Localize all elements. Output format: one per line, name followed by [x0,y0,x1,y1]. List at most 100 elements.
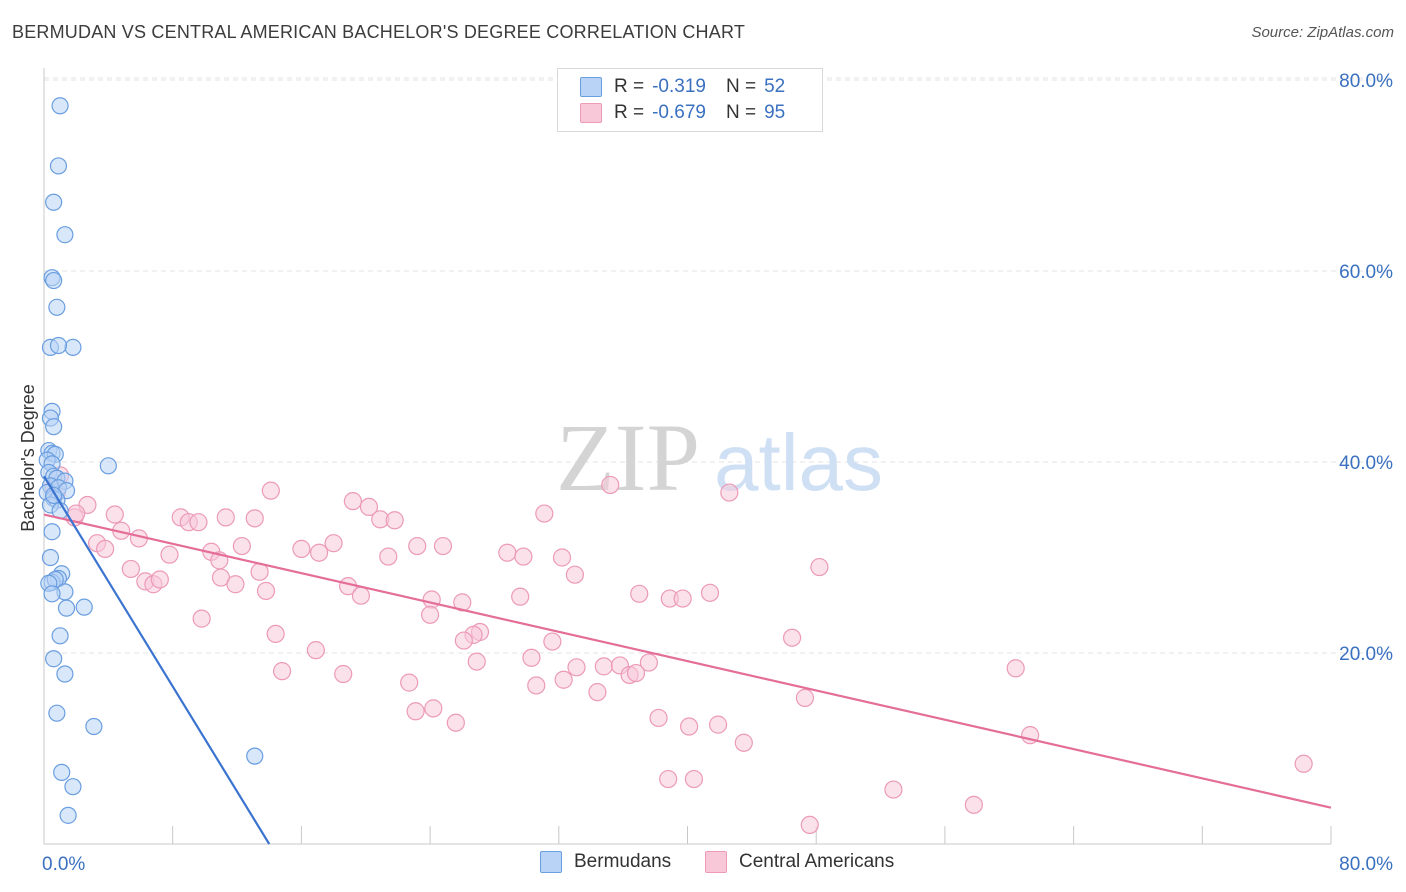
bermudan-point [75,598,93,616]
central-american-point [446,713,465,732]
central-american-point [96,539,115,559]
central-american-point [424,699,443,718]
bermudan-point [43,585,61,603]
central-american-point [351,586,371,605]
central-american-point [708,715,728,734]
gridlines [44,77,1392,654]
bermudan-point [64,778,82,796]
bermudan-point [53,763,71,781]
central-american-point [795,688,815,707]
central-american-point [527,676,546,695]
central-american-point [554,670,573,689]
y-tick-label: 80.0% [1339,71,1393,92]
x-tick-label: 80.0% [1339,854,1393,875]
bermudan-point [41,548,60,567]
central-american-point [406,702,425,721]
bermudan-point [99,457,117,475]
legend-label: Central Americans [739,851,895,872]
bermudan-point [59,806,77,824]
y-tick-label: 60.0% [1339,262,1393,283]
central-american-point [272,662,292,681]
central-american-point [189,513,208,532]
central-american-point [498,543,517,562]
central-american-point [121,559,140,579]
bermudan-point [57,599,76,617]
legend-row-central-americans: R = -0.679 N = 95 [580,100,785,126]
central-american-point [1006,659,1025,678]
central-american-point [964,795,983,814]
central-american-point [306,641,325,660]
legend-swatch-pink [705,851,727,873]
central-american-point [543,632,562,651]
central-americans-points [44,466,1313,835]
central-american-point [680,717,699,736]
bermudan-point [45,193,63,211]
central-american-point [105,505,124,524]
central-american-point [684,769,704,789]
bermudan-point [51,97,69,115]
central-american-point [379,547,398,566]
bermudan-point [64,338,82,356]
central-american-point [522,648,541,667]
central-american-point [232,536,251,556]
central-american-point [256,581,276,601]
central-american-point [343,492,362,511]
legend-n-value: 95 [764,102,786,123]
central-american-point [884,780,903,799]
legend-swatch-blue [580,77,602,97]
x-tick-label: 0.0% [42,854,85,875]
central-american-point [601,475,620,495]
central-american-point [626,663,646,683]
watermark-atlas: atlas [714,418,883,507]
central-american-point [467,652,486,671]
central-american-point [720,483,739,502]
central-american-point [324,534,343,553]
central-american-point [630,584,649,603]
central-american-point [734,733,753,752]
central-american-point [385,511,404,530]
bermudan-point [45,418,63,436]
central-american-point [673,589,692,608]
legend-r-label: R = [614,102,645,123]
central-americans-trend-line [43,513,1332,809]
central-american-point [400,673,419,692]
y-tick-label: 40.0% [1339,453,1393,474]
central-american-point [552,548,572,567]
central-american-point [309,543,329,562]
bermudans-trend-line [43,475,271,845]
legend-r-label: R = [614,76,645,97]
legend-r-value: -0.319 [652,76,706,97]
central-american-point [359,497,379,516]
bermudan-point [56,226,74,244]
legend-item-central-americans: Central Americans [705,851,894,873]
chart-title: BERMUDAN VS CENTRAL AMERICAN BACHELOR'S … [12,22,746,42]
central-american-point [261,481,280,500]
central-american-point [782,628,802,647]
legend-n-label: N = [725,76,757,97]
watermark-zip: ZIP [556,404,700,511]
central-american-point [594,657,613,676]
central-american-point [408,536,427,556]
legend-n-label: N = [725,102,757,123]
legend-row-bermudans: R = -0.319 N = 52 [580,74,785,100]
y-axis-title: Bachelor's Degree [18,384,38,532]
central-american-point [433,536,453,556]
bermudan-point [51,627,69,645]
central-american-point [514,547,533,566]
central-american-point [421,605,440,624]
bermudan-point [45,271,63,290]
bermudan-point [56,665,74,683]
bermudan-point [48,704,66,722]
central-american-point [292,539,311,559]
legend-item-bermudans: Bermudans [540,851,671,873]
central-american-point [1294,754,1313,773]
bermudan-point [246,747,264,765]
central-american-point [588,683,607,702]
source-label: Source: ZipAtlas.com [1251,24,1394,41]
central-american-point [565,565,584,584]
bermudan-point [48,298,66,316]
bermudan-point [85,717,103,736]
central-american-point [160,545,179,564]
bermudan-point [49,336,68,355]
